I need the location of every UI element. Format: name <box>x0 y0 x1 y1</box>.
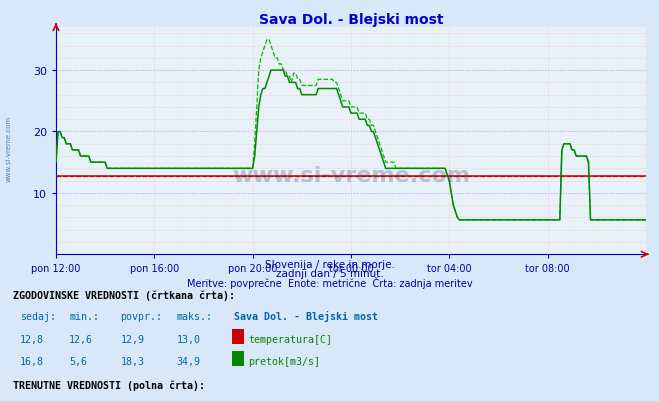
Text: www.si-vreme.com: www.si-vreme.com <box>232 165 470 185</box>
Text: sedaj:: sedaj: <box>20 312 56 322</box>
Text: 5,6: 5,6 <box>69 356 87 367</box>
Text: povpr.:: povpr.: <box>121 312 163 322</box>
Text: 18,3: 18,3 <box>121 356 144 367</box>
Title: Sava Dol. - Blejski most: Sava Dol. - Blejski most <box>259 13 443 27</box>
Text: Sava Dol. - Blejski most: Sava Dol. - Blejski most <box>234 400 378 401</box>
Text: zadnji dan / 5 minut.: zadnji dan / 5 minut. <box>275 269 384 279</box>
Text: 12,6: 12,6 <box>69 334 93 344</box>
Text: pretok[m3/s]: pretok[m3/s] <box>248 356 320 367</box>
Text: 13,0: 13,0 <box>177 334 200 344</box>
Text: 12,8: 12,8 <box>20 334 43 344</box>
Text: Sava Dol. - Blejski most: Sava Dol. - Blejski most <box>234 311 378 322</box>
Text: 16,8: 16,8 <box>20 356 43 367</box>
Text: Meritve: povprečne  Enote: metrične  Črta: zadnja meritev: Meritve: povprečne Enote: metrične Črta:… <box>186 276 473 288</box>
Text: TRENUTNE VREDNOSTI (polna črta):: TRENUTNE VREDNOSTI (polna črta): <box>13 379 205 390</box>
Text: min.:: min.: <box>69 312 100 322</box>
Text: 34,9: 34,9 <box>177 356 200 367</box>
Text: 12,9: 12,9 <box>121 334 144 344</box>
Text: temperatura[C]: temperatura[C] <box>248 334 332 344</box>
Text: www.si-vreme.com: www.si-vreme.com <box>5 115 12 181</box>
Text: ZGODOVINSKE VREDNOSTI (črtkana črta):: ZGODOVINSKE VREDNOSTI (črtkana črta): <box>13 290 235 301</box>
Text: maks.:: maks.: <box>177 312 213 322</box>
Text: Slovenija / reke in morje.: Slovenija / reke in morje. <box>264 259 395 269</box>
